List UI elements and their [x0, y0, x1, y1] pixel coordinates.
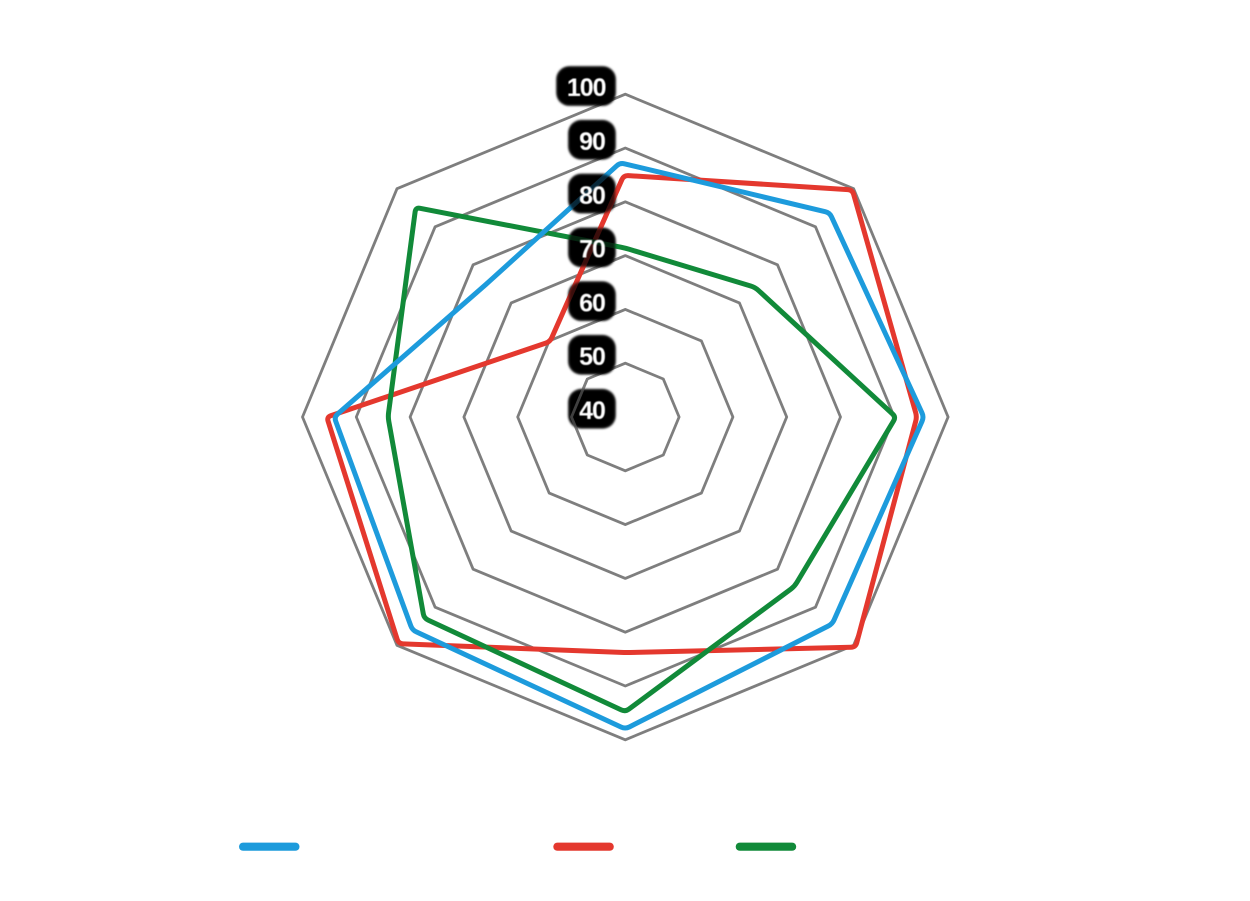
svg-text:70: 70 [579, 236, 605, 264]
svg-text:40: 40 [579, 397, 605, 425]
svg-text:100: 100 [567, 74, 606, 102]
svg-text:80: 80 [579, 182, 605, 210]
svg-text:60: 60 [579, 289, 605, 317]
svg-text:90: 90 [579, 128, 605, 156]
svg-text:50: 50 [579, 343, 605, 371]
